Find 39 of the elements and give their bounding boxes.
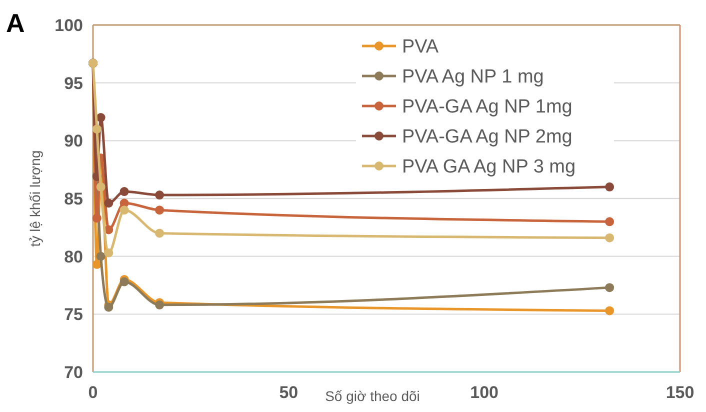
x-tick-label: 100 xyxy=(470,383,499,402)
point xyxy=(92,124,102,134)
y-tick-label: 85 xyxy=(64,189,83,208)
y-tick-label: 100 xyxy=(54,16,83,35)
y-tick-label: 75 xyxy=(64,305,83,324)
point xyxy=(605,306,614,316)
y-tick-label: 95 xyxy=(64,74,83,93)
x-tick-label: 150 xyxy=(666,383,694,402)
point xyxy=(104,198,114,208)
point xyxy=(605,233,614,242)
point xyxy=(92,214,102,223)
point xyxy=(155,190,164,200)
point xyxy=(104,248,114,258)
y-tick-label: 70 xyxy=(64,362,83,382)
legend-label: PVA-GA Ag NP 1mg xyxy=(402,96,572,118)
point xyxy=(605,283,614,292)
point xyxy=(155,228,164,238)
point xyxy=(605,182,614,192)
x-tick-label: 0 xyxy=(88,383,98,402)
legend-label: PVA xyxy=(402,36,439,58)
point xyxy=(104,302,114,312)
x-tick-label: 50 xyxy=(279,383,298,402)
point xyxy=(605,217,614,226)
point xyxy=(96,113,106,122)
point xyxy=(120,187,129,196)
point xyxy=(120,206,129,215)
y-axis-title: tỷ lệ khối lượng xyxy=(27,150,43,247)
point xyxy=(92,260,102,269)
point xyxy=(96,252,106,261)
point xyxy=(155,206,164,215)
legend-label: PVA GA Ag NP 3 mg xyxy=(402,156,576,178)
y-tick-label: 80 xyxy=(64,247,83,266)
text: A xyxy=(6,8,25,38)
legend-label: PVA Ag NP 1 mg xyxy=(402,66,544,88)
x-axis-title: Số giờ theo dõi xyxy=(325,388,420,404)
point xyxy=(96,182,106,192)
y-tick-label: 90 xyxy=(64,132,83,151)
point xyxy=(120,277,129,286)
legend-label: PVA-GA Ag NP 2mg xyxy=(402,126,572,148)
